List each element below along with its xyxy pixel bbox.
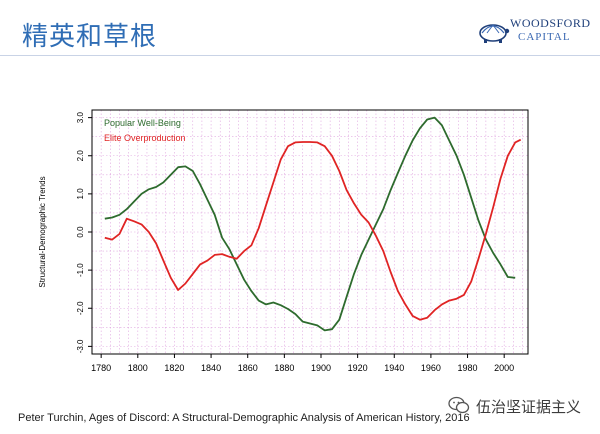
y-tick-label: -3.0 bbox=[76, 339, 85, 353]
logo-wordmark-bottom: CAPITAL bbox=[518, 31, 571, 43]
y-tick-label: 3.0 bbox=[76, 112, 85, 124]
legend-item-popular-well-being: Popular Well-Being bbox=[104, 118, 181, 128]
x-tick-label: 1780 bbox=[91, 363, 111, 373]
x-tick-label: 1900 bbox=[311, 363, 331, 373]
title-divider bbox=[0, 55, 600, 56]
series-line-popular-well-being bbox=[104, 116, 516, 332]
x-tick-label: 1980 bbox=[458, 363, 478, 373]
x-tick-label: 1920 bbox=[348, 363, 368, 373]
x-tick-label: 1880 bbox=[274, 363, 294, 373]
series-line-elite-overproduction bbox=[104, 138, 522, 321]
x-tick-label: 1800 bbox=[128, 363, 148, 373]
slide-title: 精英和草根 bbox=[22, 22, 158, 52]
y-tick-label: 0.0 bbox=[76, 226, 85, 238]
watermark-text: 伍治坚证据主义 bbox=[476, 398, 582, 416]
wechat-icon bbox=[448, 396, 470, 414]
y-tick-label: 1.0 bbox=[76, 188, 85, 200]
watermark: 伍治坚证据主义 bbox=[448, 395, 596, 417]
series-lines bbox=[104, 116, 522, 332]
turtle-logo-icon bbox=[479, 24, 510, 43]
y-tick-label: -1.0 bbox=[76, 263, 85, 277]
source-caption: Peter Turchin, Ages of Discord: A Struct… bbox=[18, 412, 470, 424]
logo-wordmark-top: WOODSFORD bbox=[510, 16, 591, 30]
legend: Popular Well-Being Elite Overproduction bbox=[104, 118, 186, 143]
x-tick-label: 1860 bbox=[238, 363, 258, 373]
x-tick-label: 1820 bbox=[164, 363, 184, 373]
y-axis: 3.0 2.0 1.0 0.0 -1.0 -2.0 -3.0 bbox=[76, 112, 92, 353]
x-tick-label: 1940 bbox=[384, 363, 404, 373]
y-axis-label: Structural-Demographic Trends bbox=[38, 176, 47, 287]
y-tick-label: -2.0 bbox=[76, 301, 85, 315]
x-axis: 1780 1800 1820 1840 1860 1880 1900 1920 1940 1960… bbox=[91, 354, 514, 373]
chart-grid bbox=[92, 110, 528, 354]
x-tick-label: 1840 bbox=[201, 363, 221, 373]
y-tick-label: 2.0 bbox=[76, 150, 85, 162]
line-chart: 3.0 2.0 1.0 0.0 -1.0 -2.0 -3.0 1780 1800 1820 184… bbox=[38, 109, 529, 373]
company-logo: WOODSFORD CAPITAL bbox=[476, 14, 591, 48]
x-tick-label: 1960 bbox=[421, 363, 441, 373]
legend-item-elite-overproduction: Elite Overproduction bbox=[104, 133, 186, 143]
x-tick-label: 2000 bbox=[494, 363, 514, 373]
